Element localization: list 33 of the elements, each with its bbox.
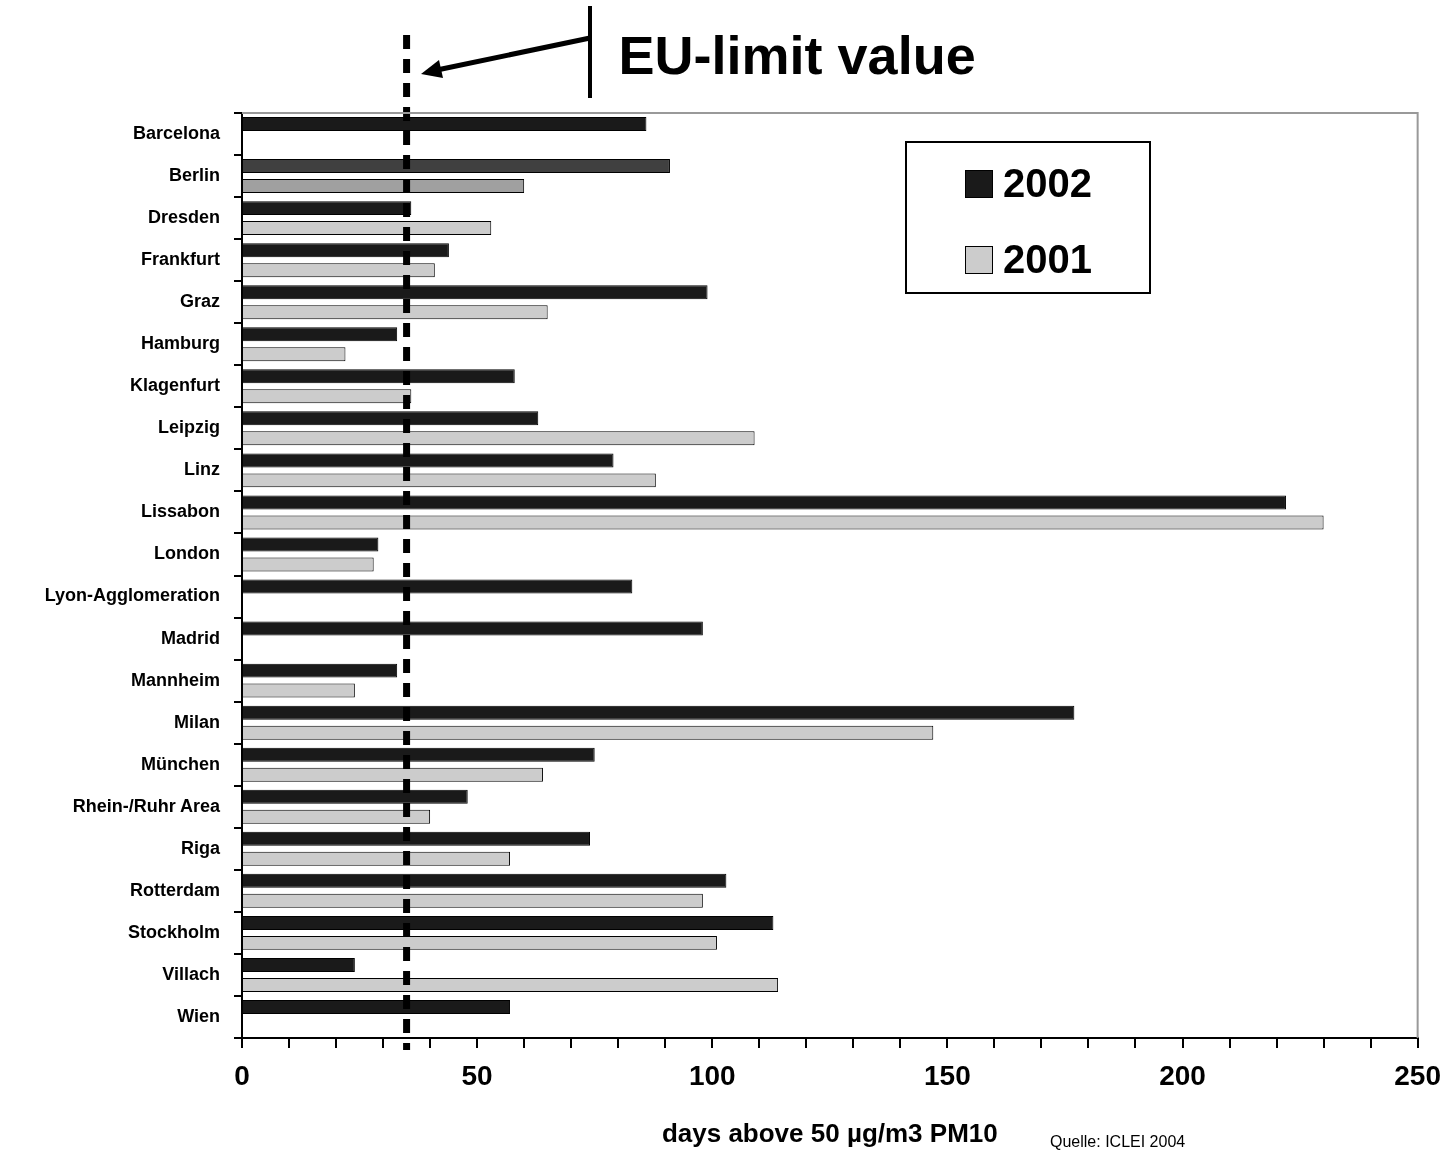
y-tick-label: Linz — [184, 459, 220, 480]
y-tick-label: Barcelona — [132, 122, 221, 143]
x-tick-label: 200 — [1159, 1059, 1206, 1091]
y-tick-label: Villach — [162, 963, 220, 984]
y-tick-label: Stockholm — [127, 921, 220, 942]
y-tick-label: Hamburg — [140, 333, 220, 354]
y-tick-label: München — [141, 753, 220, 774]
legend-label: 2001 — [1003, 237, 1092, 282]
y-tick-label: Leipzig — [158, 417, 220, 438]
y-tick-label: Mannheim — [130, 669, 220, 690]
x-axis-title: days above 50 µg/m3 PM10 — [661, 1117, 998, 1148]
y-tick-label: Frankfurt — [140, 249, 220, 270]
y-tick-label: Dresden — [147, 207, 220, 228]
x-tick-label: 0 — [234, 1059, 250, 1091]
y-tick-label: Madrid — [160, 627, 220, 648]
legend-label: 2002 — [1003, 161, 1092, 206]
y-tick-label: London — [154, 543, 220, 564]
y-tick-label: Graz — [179, 291, 220, 312]
y-tick-label: Lyon-Agglomeration — [44, 585, 220, 606]
y-tick-label: Riga — [180, 837, 221, 858]
x-tick-label: 50 — [461, 1059, 493, 1091]
text: EU-limit value — [618, 24, 976, 86]
x-tick-label: 100 — [688, 1059, 736, 1091]
source-note: Quelle: ICLEI 2004 — [1050, 1133, 1186, 1151]
y-tick-label: Lissabon — [140, 501, 220, 522]
x-tick-label: 150 — [924, 1059, 971, 1091]
y-tick-label: Rotterdam — [129, 879, 220, 900]
y-tick-label: Berlin — [168, 165, 220, 186]
y-tick-label: Klagenfurt — [130, 375, 221, 396]
y-tick-label: Rhein-/Ruhr Area — [72, 795, 221, 816]
y-tick-label: Milan — [173, 711, 220, 732]
x-tick-label: 250 — [1394, 1059, 1441, 1091]
y-tick-label: Wien — [177, 1005, 220, 1026]
